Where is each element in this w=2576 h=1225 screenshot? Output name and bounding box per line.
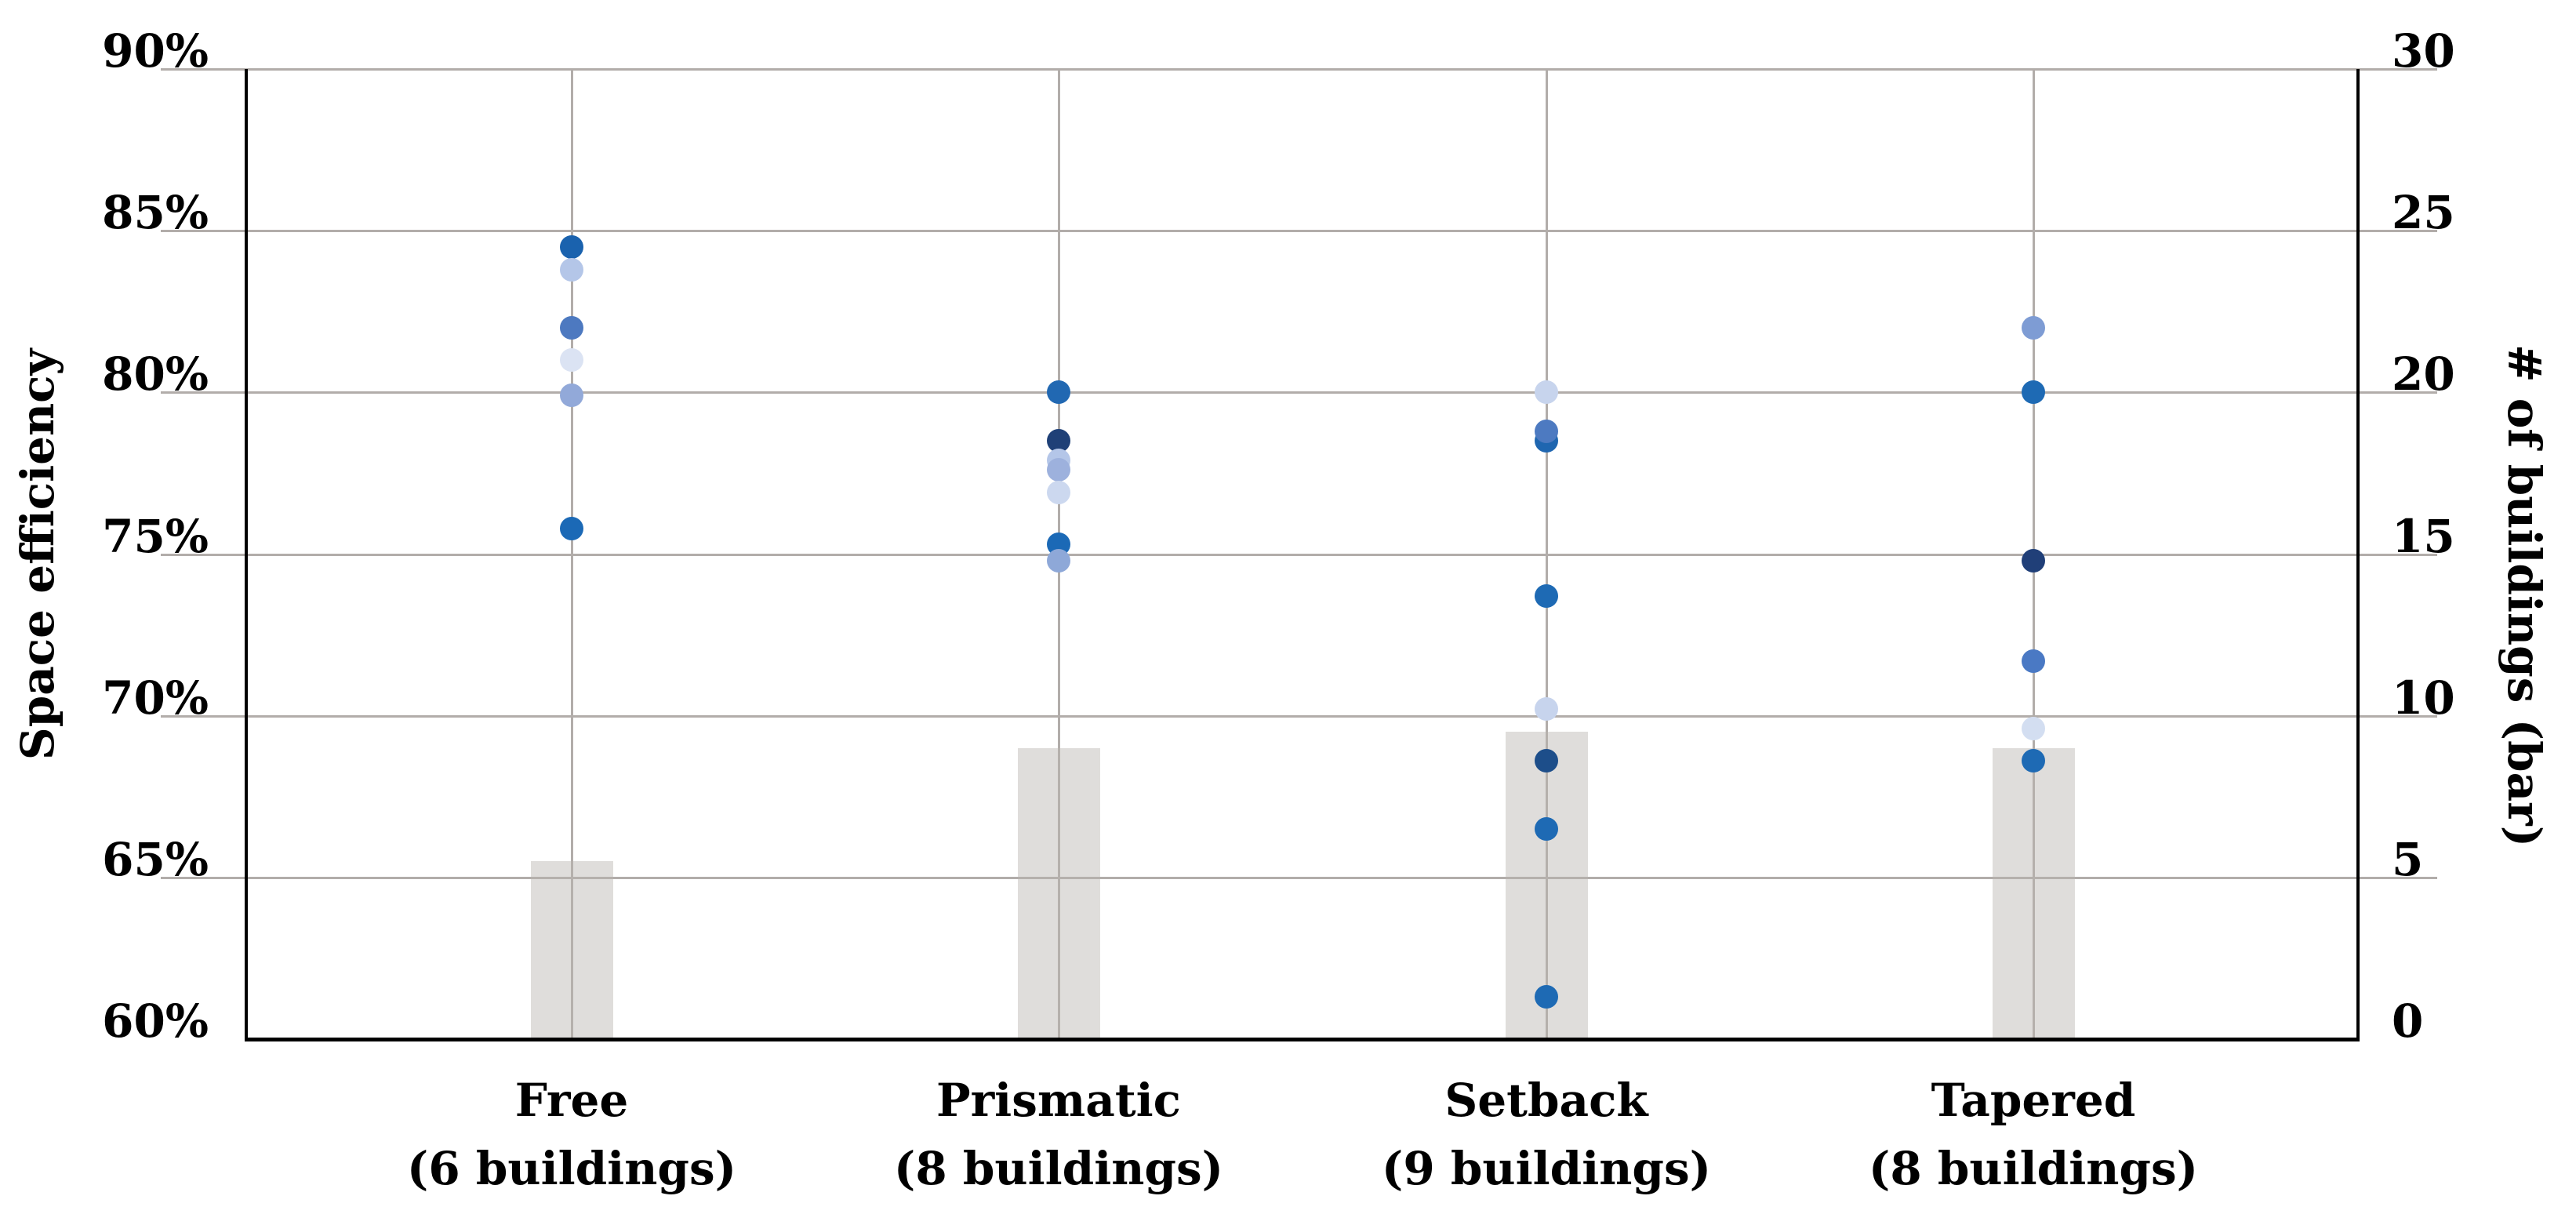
scatter-point-setback (1535, 584, 1558, 609)
gridline-horizontal (161, 230, 2437, 233)
scatter-point-tapered (2022, 380, 2045, 405)
scatter-point-setback (1535, 985, 1558, 1009)
gridline-vertical-free (571, 69, 573, 1039)
scatter-point-setback (1535, 380, 1558, 405)
category-label-prismatic-line2: (8 buildings) (893, 1142, 1224, 1195)
scatter-point-free (560, 516, 583, 540)
right-axis-tick-label: 10 (2392, 671, 2455, 725)
right-axis-tick-label: 30 (2392, 24, 2455, 78)
scatter-point-tapered (2022, 749, 2045, 773)
category-label-setback-line1: Setback (1444, 1074, 1648, 1127)
category-label-free-line2: (6 buildings) (406, 1142, 737, 1195)
scatter-point-setback (1535, 419, 1558, 443)
scatter-point-tapered (2022, 315, 2045, 340)
right-axis-tick-label: 20 (2392, 347, 2455, 402)
scatter-point-free (560, 234, 583, 259)
category-label-tapered-line1: Tapered (1931, 1074, 2136, 1127)
scatter-point-free (560, 257, 583, 282)
scatter-point-setback (1535, 816, 1558, 841)
category-label-free-line1: Free (514, 1074, 629, 1127)
scatter-point-prismatic (1047, 548, 1070, 573)
category-label-tapered-line2: (8 buildings) (1868, 1142, 2199, 1195)
scatter-point-prismatic (1047, 458, 1070, 482)
scatter-point-tapered (2022, 717, 2045, 741)
right-axis-tick-label: 0 (2392, 994, 2424, 1048)
gridline-horizontal (161, 391, 2437, 394)
left-axis-line (245, 69, 248, 1039)
bar-tapered (1992, 747, 2075, 1039)
right-axis-tick-label: 15 (2392, 509, 2455, 563)
left-axis-tick-label: 65% (102, 832, 209, 886)
right-axis-tick-label: 25 (2392, 186, 2455, 240)
gridline-horizontal (161, 68, 2437, 71)
left-axis-title: Space efficiency (11, 348, 64, 761)
scatter-point-setback (1535, 749, 1558, 773)
left-axis-tick-label: 60% (102, 994, 209, 1048)
scatter-point-tapered (2022, 548, 2045, 573)
scatter-point-setback (1535, 697, 1558, 722)
gridline-horizontal (161, 714, 2437, 718)
gridline-horizontal (161, 876, 2437, 879)
bottom-axis-line (245, 1038, 2360, 1041)
scatter-point-free (560, 348, 583, 373)
gridline-vertical-setback (1546, 69, 1548, 1039)
scatter-point-tapered (2022, 649, 2045, 673)
left-axis-tick-label: 75% (102, 509, 209, 563)
right-axis-line (2356, 69, 2360, 1039)
scatter-point-free (560, 383, 583, 408)
gridline-horizontal (161, 553, 2437, 556)
category-label-prismatic-line1: Prismatic (936, 1074, 1181, 1127)
left-axis-tick-label: 70% (102, 671, 209, 725)
category-label-setback-line2: (9 buildings) (1381, 1142, 1712, 1195)
scatter-point-free (560, 315, 583, 340)
bar-prismatic (1017, 747, 1100, 1039)
scatter-point-prismatic (1047, 380, 1070, 405)
left-axis-tick-label: 90% (102, 24, 209, 78)
right-axis-title: # of buildings (bar) (2498, 344, 2551, 848)
left-axis-tick-label: 85% (102, 186, 209, 240)
right-axis-tick-label: 5 (2392, 832, 2424, 886)
scatter-point-prismatic (1047, 481, 1070, 505)
left-axis-tick-label: 80% (102, 347, 209, 402)
bar-free (530, 861, 613, 1039)
